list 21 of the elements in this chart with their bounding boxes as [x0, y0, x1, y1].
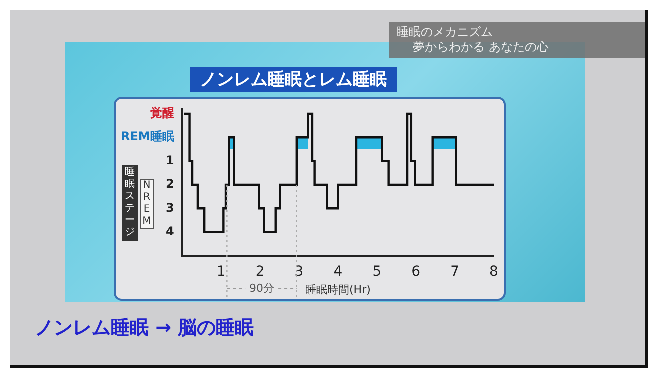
x-tick-label: 2 — [256, 264, 265, 280]
x-tick-label: 6 — [412, 264, 421, 280]
chart-title: ノンレム睡眠とレム睡眠 — [190, 67, 397, 92]
x-axis-title: 睡眠時間(Hr) — [305, 283, 371, 296]
x-tick-label: 1 — [216, 264, 226, 280]
y-tick-label: 1 — [166, 153, 174, 168]
y-tick-label: 3 — [166, 200, 174, 215]
x-tick-label: 4 — [334, 264, 343, 280]
y-tick-label: REM睡眠 — [120, 130, 174, 144]
y-axis-title: 睡眠ステージ — [123, 167, 137, 239]
text: ノンレム睡眠 → 脳の睡眠 — [35, 316, 254, 341]
text: 夢からわかる あなたの心 — [412, 40, 550, 55]
y-tick-label: 覚醒 — [150, 106, 174, 120]
text: 90分 — [250, 282, 275, 295]
text: NREM — [141, 180, 153, 228]
x-tick-label: 8 — [490, 264, 498, 280]
x-tick-label: 5 — [372, 264, 382, 280]
y-tick-label: 2 — [166, 177, 174, 192]
y-tick-label: 4 — [166, 224, 174, 238]
x-tick-label: 7 — [450, 264, 460, 280]
text: 睡眠のメカニズム — [397, 25, 494, 40]
